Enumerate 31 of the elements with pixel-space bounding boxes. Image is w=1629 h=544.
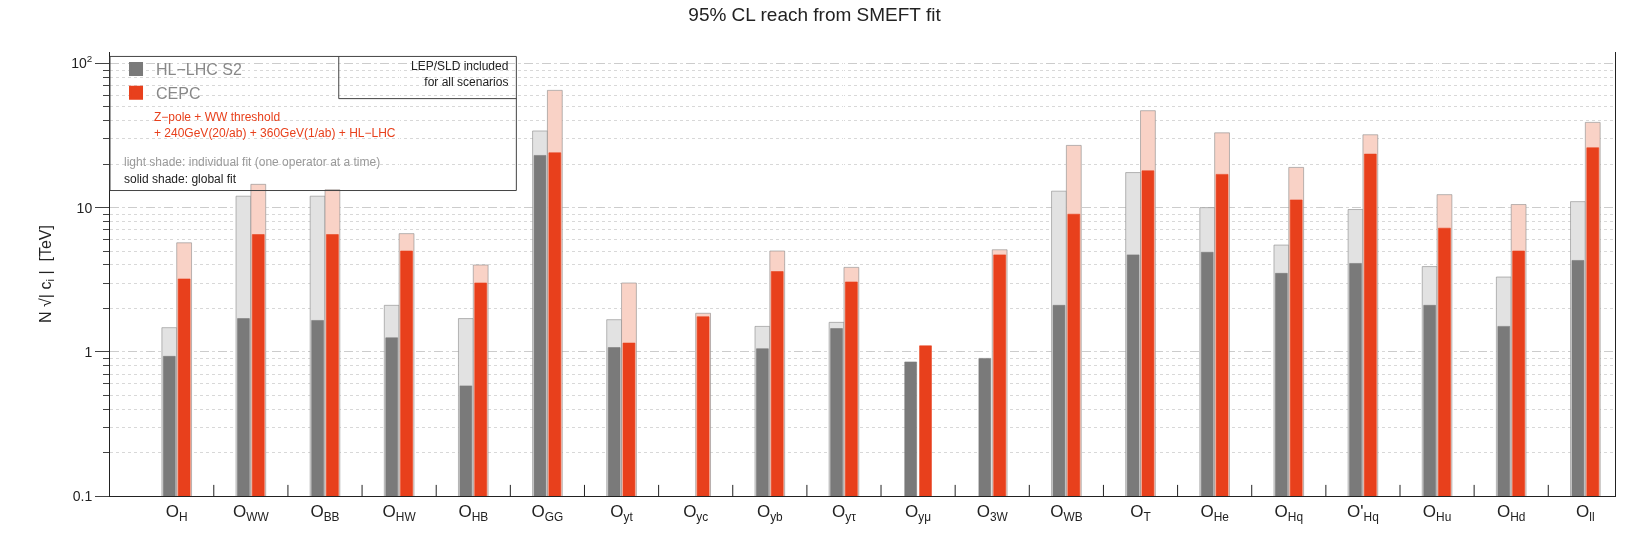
- x-tick-label: O$_{ll}$: [1576, 502, 1595, 524]
- x-tick-label: O$_{BB}$: [310, 502, 340, 524]
- x-tick-label: O$_{Hd}$: [1496, 502, 1526, 524]
- annotation: light shade: individual fit (one operator at a time): [124, 155, 381, 169]
- x-tick-label: O$_{GG}$: [531, 502, 564, 524]
- annotation: solid shade: global fit: [124, 172, 237, 186]
- x-tick-label: O$_{He}$: [1200, 502, 1230, 524]
- chart-title: 95% CL reach from SMEFT fit: [688, 4, 942, 26]
- annotation: LEP/SLD included for all scenarios: [411, 59, 509, 89]
- x-tick-label: O$_{WW}$: [233, 502, 270, 524]
- x-tick-label: O$_{Hq}$: [1274, 502, 1304, 524]
- x-tick-label: O$_{HW}$: [382, 502, 417, 524]
- x-tick-label: O$_{yt}$: [610, 502, 634, 524]
- x-tick-label: O$_{H}$: [165, 502, 188, 524]
- x-tick-label: O$_{yμ}$: [905, 502, 932, 524]
- legend-label: HL−LHC S2: [156, 61, 242, 79]
- legend-label: CEPC: [156, 84, 201, 102]
- y-tick-label: 0.1: [72, 487, 93, 504]
- x-tick-label: O$_{HB}$: [458, 502, 489, 524]
- x-tick-label: O$_{yτ}$: [832, 502, 857, 524]
- y-tick-label: 1: [84, 343, 93, 360]
- x-tick-label: O$_{T}$: [1130, 502, 1151, 524]
- x-tick-label: O'$_{Hq}$: [1347, 502, 1379, 524]
- x-tick-label: O$_{Hu}$: [1422, 502, 1452, 524]
- annotation: Z−pole + WW threshold + 240GeV(20/ab) + 360GeV(1/ab) + HL−LHC: [154, 110, 396, 140]
- x-tick-label: O$_{yc}$: [683, 502, 709, 524]
- y-tick-label: 10: [76, 199, 93, 216]
- x-tick-label: O$_{WB}$: [1050, 502, 1083, 524]
- y-tick-label: 10$^{2}$: [71, 53, 93, 72]
- x-tick-label: O$_{yb}$: [756, 502, 784, 524]
- x-tick-label: O$_{3W}$: [976, 502, 1009, 524]
